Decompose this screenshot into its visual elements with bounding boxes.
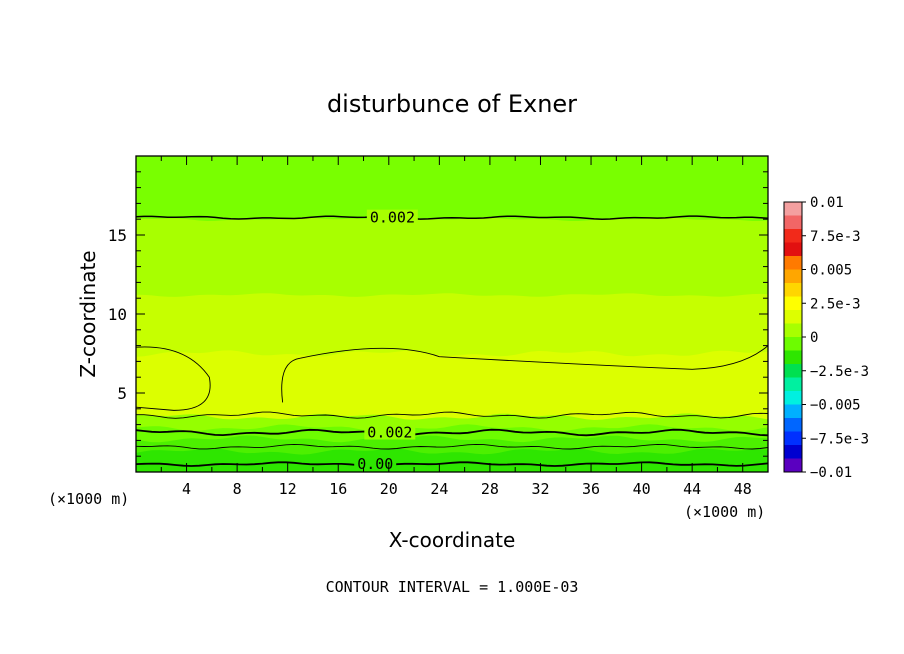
y-tick-labels: 5 10 15 bbox=[108, 226, 127, 403]
contour-line-2 bbox=[136, 443, 768, 450]
contour-fills bbox=[136, 156, 768, 472]
colorbar-swatch bbox=[784, 283, 802, 297]
colorbar-swatch bbox=[784, 418, 802, 432]
colorbar-swatch bbox=[784, 337, 802, 351]
chart-title: disturbunce of Exner bbox=[327, 90, 577, 118]
x-axis-label: X-coordinate bbox=[389, 528, 516, 552]
colorbar-swatch bbox=[784, 377, 802, 392]
colorbar-swatch bbox=[784, 242, 802, 257]
x-tick-labels: 4 8 12 16 20 24 28 32 36 40 44 48 bbox=[182, 480, 752, 498]
x-tick-label: 28 bbox=[481, 480, 499, 498]
colorbar-swatch bbox=[784, 202, 802, 216]
y-tick-label: 10 bbox=[108, 305, 127, 324]
colorbar-swatch bbox=[784, 269, 802, 284]
x-tick-label: 16 bbox=[329, 480, 347, 498]
colorbar-label: 0.005 bbox=[810, 263, 852, 279]
contour-label-bg bbox=[366, 209, 418, 225]
colorbar-swatch bbox=[784, 296, 802, 311]
contour-line-0 bbox=[136, 215, 768, 220]
contour-labels: 0.002 0.002 0.00 bbox=[354, 209, 418, 473]
colorbar-swatch bbox=[784, 404, 802, 419]
colorbar-swatch bbox=[784, 229, 802, 243]
contour-blob-left bbox=[136, 346, 211, 411]
y-tick-label: 15 bbox=[108, 226, 127, 245]
axis-ticks bbox=[136, 156, 768, 472]
contour-label-bg bbox=[354, 456, 397, 472]
colorbar-swatch bbox=[784, 215, 802, 230]
x-tick-label: 20 bbox=[380, 480, 398, 498]
contour-label: 0.002 bbox=[370, 209, 415, 227]
colorbar-label: −7.5e-3 bbox=[810, 431, 869, 447]
colorbar-label: 0 bbox=[810, 330, 818, 346]
colorbar-swatch bbox=[784, 364, 802, 378]
colorbar-swatch bbox=[784, 310, 802, 324]
contour-band-7 bbox=[136, 448, 768, 472]
colorbar-labels: 0.01 7.5e-3 0.005 2.5e-3 0 −2.5e-3 −0.005 −7.5e… bbox=[810, 195, 869, 481]
contour-label: 0.002 bbox=[367, 424, 412, 442]
contour-label: 0.00 bbox=[357, 455, 393, 473]
x-tick-label: 4 bbox=[182, 480, 191, 498]
x-tick-label: 36 bbox=[582, 480, 600, 498]
x-tick-label: 44 bbox=[683, 480, 701, 498]
contour-line-4 bbox=[136, 411, 768, 419]
y-axis-label: Z-coordinate bbox=[76, 250, 100, 377]
x-tick-label: 48 bbox=[734, 480, 752, 498]
contour-line-1 bbox=[136, 428, 768, 437]
colorbar-label: 2.5e-3 bbox=[810, 296, 861, 312]
colorbar-label: 7.5e-3 bbox=[810, 229, 861, 245]
colorbar-swatch bbox=[784, 391, 802, 405]
colorbar-swatch bbox=[784, 431, 802, 446]
colorbar-label: −0.005 bbox=[810, 398, 861, 414]
colorbar bbox=[783, 201, 806, 473]
colorbar-swatch bbox=[784, 323, 802, 338]
x-tick-label: 8 bbox=[233, 480, 242, 498]
contour-blob-main bbox=[281, 345, 768, 403]
x-unit-right: (×1000 m) bbox=[684, 503, 765, 521]
x-unit-left: (×1000 m) bbox=[48, 490, 129, 508]
colorbar-label: −0.01 bbox=[810, 465, 852, 481]
y-tick-label: 5 bbox=[117, 384, 127, 403]
colorbar-swatch bbox=[784, 256, 802, 270]
contour-interval-note: CONTOUR INTERVAL = 1.000E-03 bbox=[326, 578, 579, 596]
x-tick-label: 32 bbox=[531, 480, 549, 498]
colorbar-label: −2.5e-3 bbox=[810, 364, 869, 380]
contour-line-3 bbox=[136, 461, 768, 467]
contour-lines bbox=[136, 215, 768, 467]
colorbar-label: 0.01 bbox=[810, 195, 844, 211]
x-tick-label: 40 bbox=[633, 480, 651, 498]
contour-label-bg bbox=[364, 424, 416, 440]
colorbar-swatch bbox=[784, 445, 802, 459]
x-tick-label: 24 bbox=[430, 480, 448, 498]
x-tick-label: 12 bbox=[279, 480, 297, 498]
colorbar-swatch bbox=[784, 350, 802, 365]
colorbar-swatch bbox=[784, 458, 802, 473]
